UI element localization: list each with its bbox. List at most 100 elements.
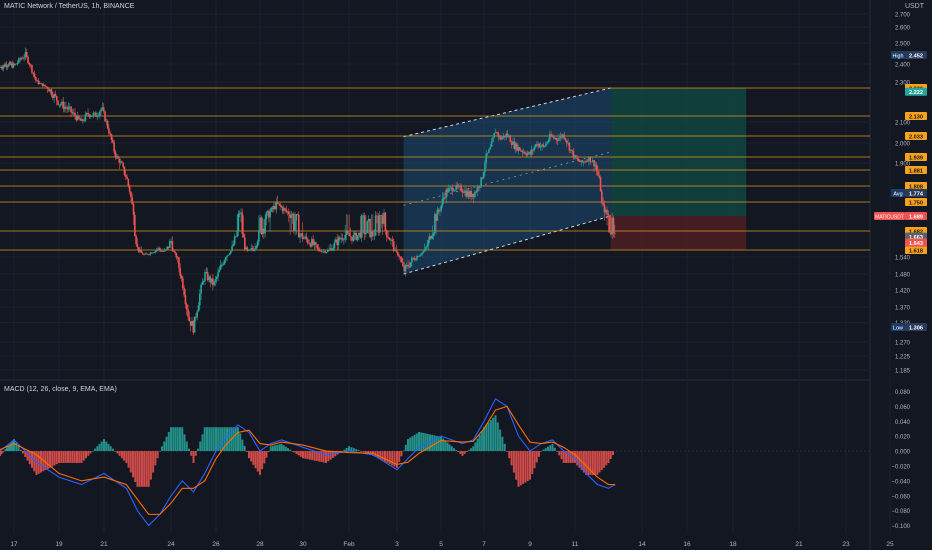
candle-body	[229, 251, 232, 254]
candle-body	[562, 134, 564, 138]
macd-histogram-bar	[384, 451, 386, 462]
macd-histogram-bar	[515, 451, 518, 480]
macd-histogram-bar	[580, 451, 583, 471]
candle-body	[492, 137, 494, 142]
candle-body	[122, 162, 124, 167]
candle-body	[349, 236, 352, 237]
candle-body	[575, 155, 577, 159]
macd-histogram-bar	[134, 451, 137, 483]
candle-body	[435, 214, 437, 221]
candle-body	[7, 65, 9, 67]
candle-body	[502, 135, 505, 138]
macd-histogram-bar	[143, 451, 146, 487]
macd-histogram-bar	[560, 451, 563, 460]
marker-value: 1.774	[909, 191, 924, 197]
candle-body	[421, 252, 423, 255]
candle-body	[315, 242, 317, 245]
candle-body	[87, 113, 89, 115]
macd-histogram-bar	[607, 451, 610, 463]
time-tick-label: 7	[482, 541, 486, 548]
candle-body	[384, 212, 387, 232]
candle-body	[256, 241, 259, 246]
macd-histogram-bar	[53, 451, 56, 466]
candle-body	[336, 239, 338, 246]
macd-histogram-bar	[11, 440, 14, 452]
candle-body	[554, 137, 556, 139]
candle-body	[6, 66, 9, 67]
macd-histogram-bar	[100, 441, 103, 452]
candle-body	[469, 190, 471, 197]
macd-histogram-bar	[212, 427, 215, 452]
macd-histogram-bar	[329, 451, 332, 460]
candle-body	[179, 267, 182, 276]
macd-histogram-bar	[170, 427, 172, 452]
candle-body	[512, 141, 514, 145]
candle-body	[484, 162, 486, 173]
candle-body	[381, 215, 384, 224]
candle-body	[271, 207, 274, 210]
candle-body	[457, 186, 460, 187]
macd-histogram-bar	[103, 439, 105, 452]
candle-body	[254, 248, 256, 251]
chart-title[interactable]: MATIC Network / TetherUS, 1h, BINANCE	[4, 3, 135, 10]
candle-body	[455, 185, 457, 190]
candle-body	[442, 197, 445, 200]
candle-body	[175, 253, 178, 258]
macd-histogram-bar	[13, 439, 15, 452]
macd-histogram-bar	[452, 448, 455, 452]
price-axis[interactable]: 2.700 2.600 2.500 2.400 2.300 2.100 2.000 1.900…	[874, 13, 927, 531]
time-tick-label: 3	[395, 541, 399, 548]
candle-body	[266, 210, 269, 213]
candle-body	[347, 231, 349, 233]
macd-histogram-bar	[433, 435, 436, 452]
signal-line	[0, 405, 616, 515]
candle-body	[109, 133, 112, 135]
candle-body	[132, 204, 135, 215]
candle-body	[485, 153, 488, 163]
time-axis[interactable]: 17 19 21 24 26 28 30 Feb 3 5 7 9 11 14 16 18 21 23 25	[10, 541, 894, 548]
macd-histogram-bar	[42, 451, 45, 472]
macd-histogram-bar	[269, 446, 272, 452]
candle-body	[32, 72, 35, 74]
candle-body	[341, 238, 344, 240]
candle-body	[80, 119, 83, 121]
macd-histogram-bar	[129, 451, 132, 473]
macd-histogram-bar	[558, 451, 561, 456]
macd-histogram-bar	[0, 451, 3, 455]
candle-body	[428, 235, 431, 240]
macd-histogram-bar	[556, 451, 558, 452]
candle-body	[476, 187, 479, 192]
macd-histogram-bar	[362, 451, 365, 453]
candle-body	[497, 132, 500, 137]
macd-histogram-bar	[547, 446, 549, 452]
candle-body	[171, 241, 174, 251]
candle-body	[29, 64, 32, 66]
candle-body	[104, 111, 106, 122]
macd-histogram-bar	[69, 451, 72, 463]
candle-body	[610, 232, 612, 235]
candle-body	[1, 68, 4, 69]
candle-body	[340, 238, 342, 240]
candle-body	[526, 153, 529, 156]
fibonacci-levels[interactable]	[0, 87, 870, 251]
candle-body	[380, 215, 383, 216]
macd-histogram-bar	[295, 451, 298, 454]
macd-histogram-bar	[531, 451, 534, 474]
macd-histogram-bar	[3, 450, 6, 452]
macd-title[interactable]: MACD (12, 26, close, 9, EMA, EMA)	[4, 386, 117, 393]
macd-histogram-bar	[199, 441, 202, 452]
candle-body	[397, 251, 399, 256]
macd-histogram-bar	[418, 431, 420, 452]
macd-histogram-bar	[111, 448, 114, 452]
candle-body	[409, 262, 412, 267]
macd-histogram-bar	[499, 429, 502, 452]
candle-body	[269, 211, 271, 218]
macd-histogram-bar	[145, 451, 148, 487]
candle-body	[607, 214, 610, 216]
macd-tick-label: 0.000	[895, 450, 911, 456]
candle-body	[75, 116, 78, 121]
macd-histogram-bar	[17, 446, 20, 452]
candle-body	[121, 161, 123, 163]
candle-body	[4, 64, 7, 67]
